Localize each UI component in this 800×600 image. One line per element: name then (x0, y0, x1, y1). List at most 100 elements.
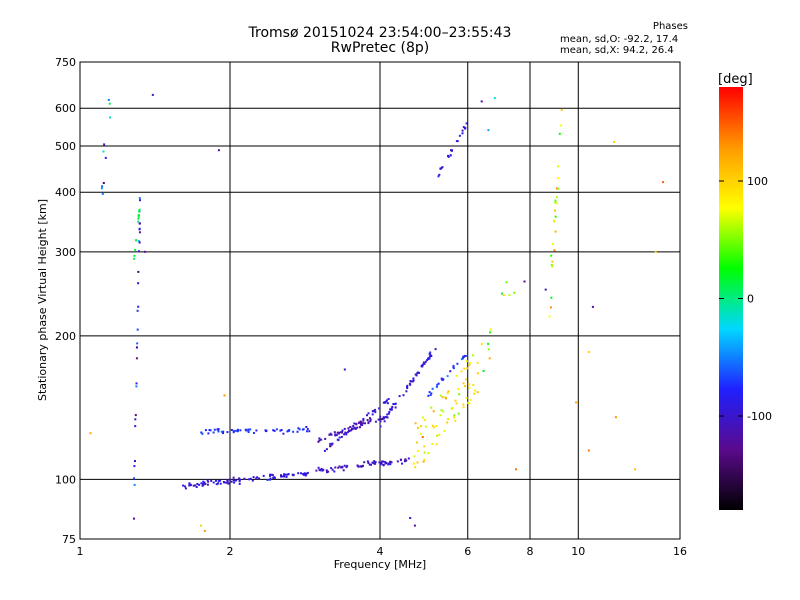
data-point (442, 378, 445, 381)
data-point (362, 418, 365, 420)
data-point (493, 97, 496, 100)
data-point (555, 187, 558, 190)
data-point (360, 465, 363, 468)
data-point (378, 461, 381, 464)
data-point (551, 260, 554, 263)
data-point (335, 434, 338, 437)
data-point (255, 429, 258, 432)
data-point (476, 391, 479, 394)
grid-lines (80, 62, 680, 539)
data-point (439, 414, 442, 417)
data-point (389, 463, 392, 466)
data-point (450, 149, 453, 152)
data-point (213, 428, 216, 431)
data-point (386, 399, 388, 402)
data-point (455, 374, 458, 377)
data-point (226, 431, 229, 434)
data-point (435, 434, 438, 437)
data-point (430, 392, 433, 395)
data-point (480, 343, 483, 345)
data-point (342, 469, 345, 472)
data-point (613, 140, 616, 143)
data-point (333, 431, 336, 434)
data-point (468, 402, 471, 405)
data-point (219, 482, 222, 485)
data-point (134, 425, 137, 428)
data-point (429, 351, 432, 354)
data-point (137, 217, 140, 220)
data-point (134, 418, 137, 421)
data-point (419, 432, 422, 435)
data-point (234, 429, 237, 432)
data-point (337, 439, 340, 442)
data-point (456, 140, 459, 143)
data-point (401, 462, 403, 465)
data-point (281, 475, 284, 478)
data-point (477, 372, 479, 375)
data-point (558, 132, 561, 135)
data-point (133, 477, 135, 480)
data-point (366, 419, 369, 421)
data-point (102, 182, 105, 184)
data-point (387, 412, 390, 415)
data-point (557, 187, 560, 190)
data-point (238, 480, 241, 483)
data-point (139, 199, 141, 202)
data-point (247, 431, 250, 433)
data-point (269, 477, 272, 480)
data-point (359, 422, 362, 425)
data-point (297, 472, 300, 475)
data-point (196, 483, 199, 485)
data-point (460, 358, 463, 361)
data-point (654, 250, 657, 253)
data-point (455, 402, 458, 405)
data-point (389, 461, 392, 463)
data-point (385, 416, 388, 419)
data-point (356, 426, 359, 429)
data-point (380, 462, 383, 465)
data-point (329, 442, 332, 445)
data-point (206, 479, 209, 482)
data-point (453, 367, 455, 370)
data-point (412, 377, 415, 380)
data-point (422, 361, 425, 364)
data-point (441, 396, 444, 399)
data-point (136, 309, 139, 312)
data-point (101, 185, 104, 188)
data-point (220, 430, 223, 433)
data-point (324, 437, 327, 440)
y-tick-label: 600 (55, 102, 76, 115)
data-point (429, 394, 432, 396)
data-point (359, 465, 362, 468)
data-point (136, 328, 139, 331)
data-point (383, 420, 386, 423)
data-point (386, 413, 389, 416)
data-point (388, 411, 391, 413)
data-point (476, 361, 479, 364)
data-point (424, 360, 427, 363)
data-point (438, 433, 441, 436)
data-point (432, 410, 435, 413)
data-point (137, 220, 140, 223)
data-point (431, 442, 434, 445)
data-point (247, 429, 250, 432)
data-point (551, 265, 554, 268)
data-point (432, 426, 435, 429)
data-point (435, 443, 438, 446)
data-point (182, 484, 185, 487)
data-point (364, 422, 366, 425)
data-point (554, 230, 557, 233)
data-point (424, 425, 427, 428)
data-point (232, 479, 235, 482)
data-point (315, 469, 318, 472)
data-point (100, 187, 103, 190)
data-point (447, 390, 450, 393)
data-point (548, 315, 551, 318)
data-point (238, 477, 241, 480)
data-point (367, 422, 370, 425)
data-point (444, 396, 447, 399)
data-point (137, 270, 140, 273)
data-point (549, 306, 552, 309)
data-point (270, 473, 273, 476)
data-point (189, 483, 192, 486)
